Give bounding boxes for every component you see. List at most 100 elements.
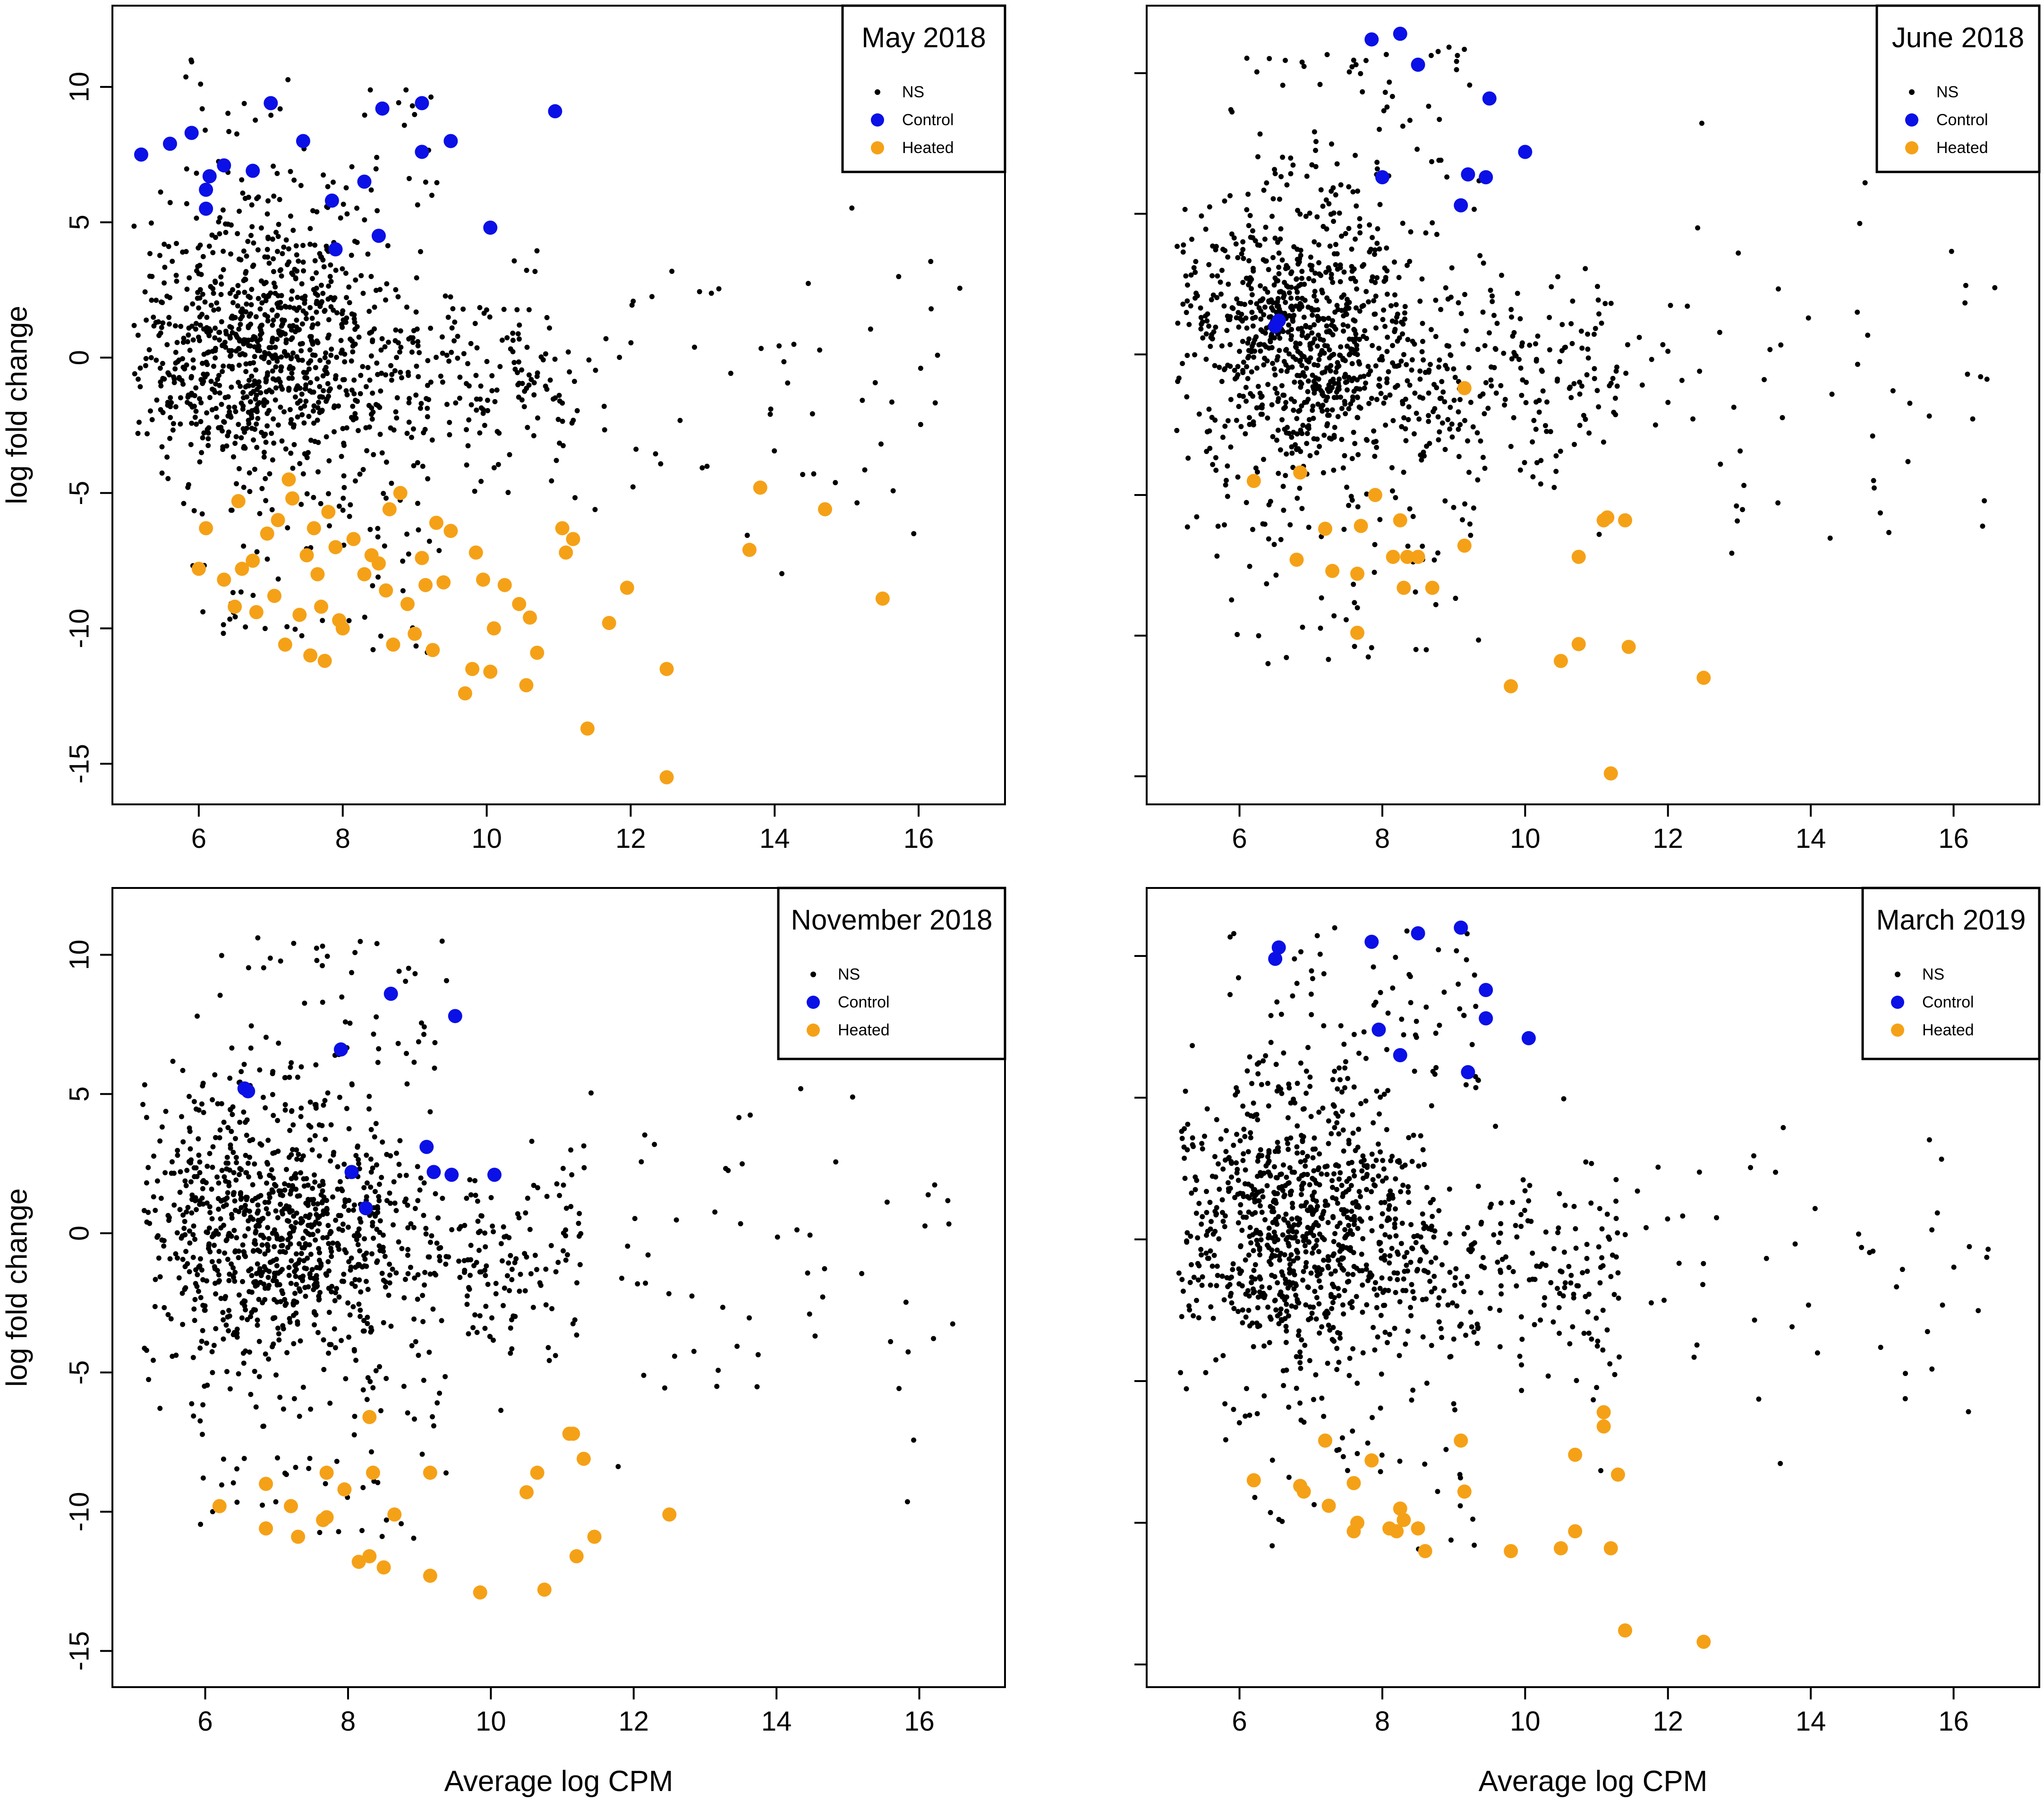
ns-point [382,344,388,350]
ns-point [264,211,270,217]
ns-point [290,1147,295,1152]
ns-point [342,1019,348,1025]
ns-point [289,296,294,302]
ns-point [311,1201,316,1206]
ns-point [1417,376,1423,382]
ns-point [1454,67,1459,72]
ns-point [1297,341,1303,347]
ns-point [1291,429,1296,435]
ns-point [310,1186,315,1191]
ns-point [324,1211,330,1216]
ns-point [1438,157,1444,163]
ns-point [221,1119,227,1125]
ns-point [544,386,550,392]
ns-point [725,1168,731,1173]
ns-point [1259,1210,1265,1215]
ns-point [273,1499,279,1505]
ns-point [1203,1189,1209,1195]
ns-point [245,383,250,389]
ns-point [1307,1182,1312,1187]
ns-point [412,971,418,976]
ns-point [217,390,222,396]
ns-point [366,308,372,314]
ns-point [1218,291,1224,297]
ns-point [313,1206,318,1212]
ns-point [1199,1141,1205,1146]
ns-point [1248,391,1253,396]
ns-point [199,1101,204,1107]
ns-point [159,444,165,450]
ns-point [304,1266,309,1271]
ns-point [320,1212,326,1217]
ns-point [1269,402,1275,408]
ns-point [379,336,385,341]
ns-point [213,235,218,240]
ns-point [510,330,516,336]
ns-point [212,278,218,284]
ns-point [322,1098,328,1103]
ns-point [1428,327,1434,333]
ns-point [1601,439,1606,445]
ns-point [255,401,261,407]
ns-point [421,430,426,435]
ns-point [316,1246,322,1251]
ns-point [175,1148,180,1153]
ns-point [199,1432,205,1437]
ns-point [740,1161,745,1167]
ns-point [1455,53,1460,59]
ns-point [510,349,516,355]
ns-point [330,1194,336,1200]
ns-point [1183,1088,1188,1094]
ns-point [255,1261,260,1267]
ns-point [173,240,179,246]
ns-point [521,404,527,410]
ns-point [327,273,333,279]
ns-point [241,1061,247,1067]
ns-point [1222,1224,1227,1229]
ns-point [1319,1171,1324,1177]
ns-point [1381,279,1387,284]
ns-point [957,285,962,291]
ns-point [380,1139,385,1145]
ns-point [257,511,263,516]
ns-point [1354,346,1360,352]
ns-point [429,192,434,198]
ns-point [1337,262,1343,268]
heated-point [587,1529,602,1544]
ns-point [321,1195,327,1200]
ns-point [1294,1385,1299,1391]
ns-point [1520,377,1525,383]
heated-point [387,1507,402,1522]
ns-point [1857,221,1863,226]
heated-point [559,545,573,560]
ns-point [1299,275,1304,281]
ns-point [1259,405,1265,410]
ns-point [1243,398,1249,404]
ns-point [162,1305,167,1311]
ns-point [334,1459,340,1464]
ns-point [1393,302,1399,307]
ns-point [240,1279,246,1284]
ns-point [517,1288,522,1294]
ns-point [165,402,170,408]
ns-point [1429,159,1434,164]
ns-point [1477,253,1483,258]
ns-point [472,488,477,494]
ns-point [197,322,203,328]
ns-point [330,179,336,185]
heated-point [1397,580,1411,595]
ns-point [1225,463,1230,469]
ns-point [292,329,298,334]
ns-point [1350,189,1356,195]
ns-point [341,377,347,383]
ns-point [1341,328,1346,334]
ns-point [1302,1342,1308,1348]
ns-point [1413,1240,1419,1246]
ns-point [411,1536,417,1541]
ns-point [1335,307,1341,312]
ns-point [282,1187,288,1193]
ns-point [186,1159,192,1164]
ns-point [216,307,221,312]
ns-point [1413,589,1418,595]
